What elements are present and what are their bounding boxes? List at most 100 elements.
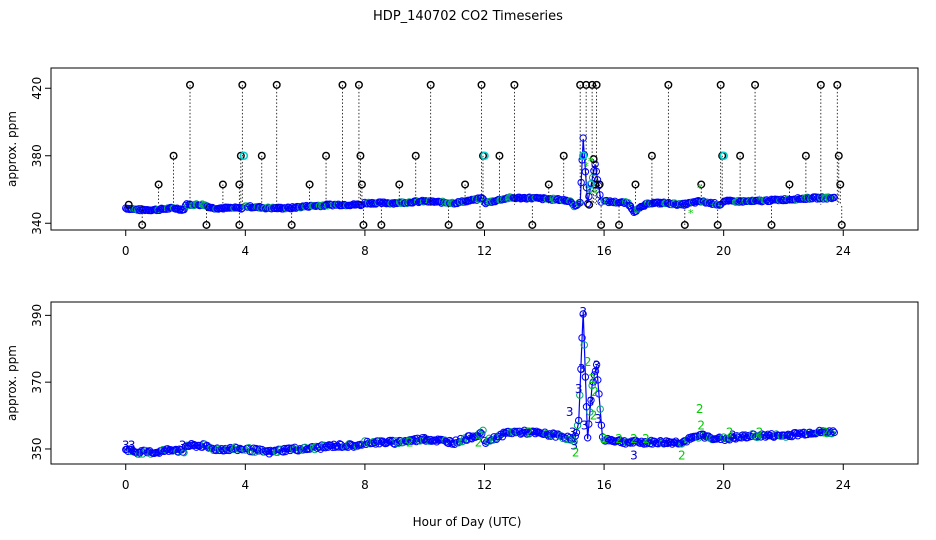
x-tick-label: 0 [122,244,130,258]
label-2: 2 [615,432,623,446]
label-2: 2 [642,432,650,446]
data-point [554,430,562,438]
outlier-point [528,220,537,229]
data-point [586,185,594,193]
outlier-point [751,80,760,89]
x-tick-label: 8 [361,478,369,492]
data-point [306,445,314,453]
data-point [582,403,591,411]
outlier-point [615,220,624,229]
label-2: 2 [590,409,598,423]
outlier-point [767,220,776,229]
outlier-point [305,180,314,189]
cyan-point [239,151,249,161]
data-point [785,432,794,441]
data-point [274,203,283,211]
y-tick-label: 350 [30,438,44,461]
label-3: 3 [566,405,574,419]
data-point [213,444,221,452]
outlier-point [833,80,842,89]
data-point [684,435,692,443]
data-point [583,199,592,208]
outlier-point [544,180,553,189]
label-2: 2 [526,425,534,439]
outlier-point [647,151,656,160]
label-3: 3 [128,439,136,453]
outlier-point [235,220,244,229]
outlier-point [236,151,245,160]
label-3: 3 [593,358,601,372]
x-tick-label: 12 [477,478,492,492]
data-point [302,445,311,454]
outlier-point [476,220,485,229]
label-3: 3 [729,429,737,443]
data-point [466,434,475,442]
data-point [476,428,485,437]
data-point [585,192,593,201]
x-axis-label: Hour of Day (UTC) [413,515,522,529]
outlier-point [591,180,600,189]
data-point [590,371,599,379]
outlier-point [287,220,296,229]
data-point [399,438,407,447]
data-point [595,390,603,398]
x-tick-label: 0 [122,478,130,492]
label-3: 3 [581,419,589,433]
outlier-point [272,80,281,89]
outlier-point [235,180,244,189]
x-tick-label: 20 [716,244,731,258]
data-point [596,405,604,413]
bottom-panel: 0 4 8 12 16 20 24 350 370 390 approx. ppm Hour of D… [5,301,919,529]
data-point [581,373,590,381]
label-2: 2 [591,385,599,399]
data-point [273,204,282,213]
green-marker: * [688,207,694,220]
outlier-point [186,80,195,89]
data-point [263,447,271,456]
outlier-point [592,80,601,89]
outlier-point [816,80,825,89]
outlier-point [169,151,178,160]
data-point [592,360,601,369]
outlier-point [801,151,810,160]
label-3: 3 [587,395,595,409]
label-3: 3 [122,439,130,453]
outlier-point [426,80,435,89]
label-2: 2 [678,449,686,463]
x-tick-label: 16 [596,478,611,492]
outlier-point [257,151,266,160]
data-point [655,200,663,208]
data-point [479,426,487,435]
outlier-point [495,151,504,160]
outlier-point [359,220,368,229]
x-tick-label: 16 [596,244,611,258]
data-point [578,156,586,164]
data-point [830,428,838,437]
label-2: 2 [697,419,705,433]
data-point [233,446,242,455]
data-point [583,434,592,442]
label-2: 2 [726,425,734,439]
label-2: 2 [588,372,596,386]
data-point [510,427,519,436]
green-marker: * [588,155,594,168]
outlier-point [559,151,568,160]
x-tick-label: 4 [242,478,250,492]
data-point [576,198,584,207]
data-point [578,334,586,342]
label-3: 3 [569,425,577,439]
data-point [129,446,137,455]
data-point [478,430,486,438]
cyan-point [586,180,595,189]
data-point [592,167,601,176]
data-point [549,429,557,437]
data-point [577,178,585,187]
outlier-point [588,80,597,89]
y-tick-label: 340 [30,212,44,235]
label-3: 3 [579,305,587,319]
x-tick-label: 20 [716,478,731,492]
outlier-point [836,180,845,189]
green-marker: * [583,160,589,173]
outlier-point [444,220,453,229]
